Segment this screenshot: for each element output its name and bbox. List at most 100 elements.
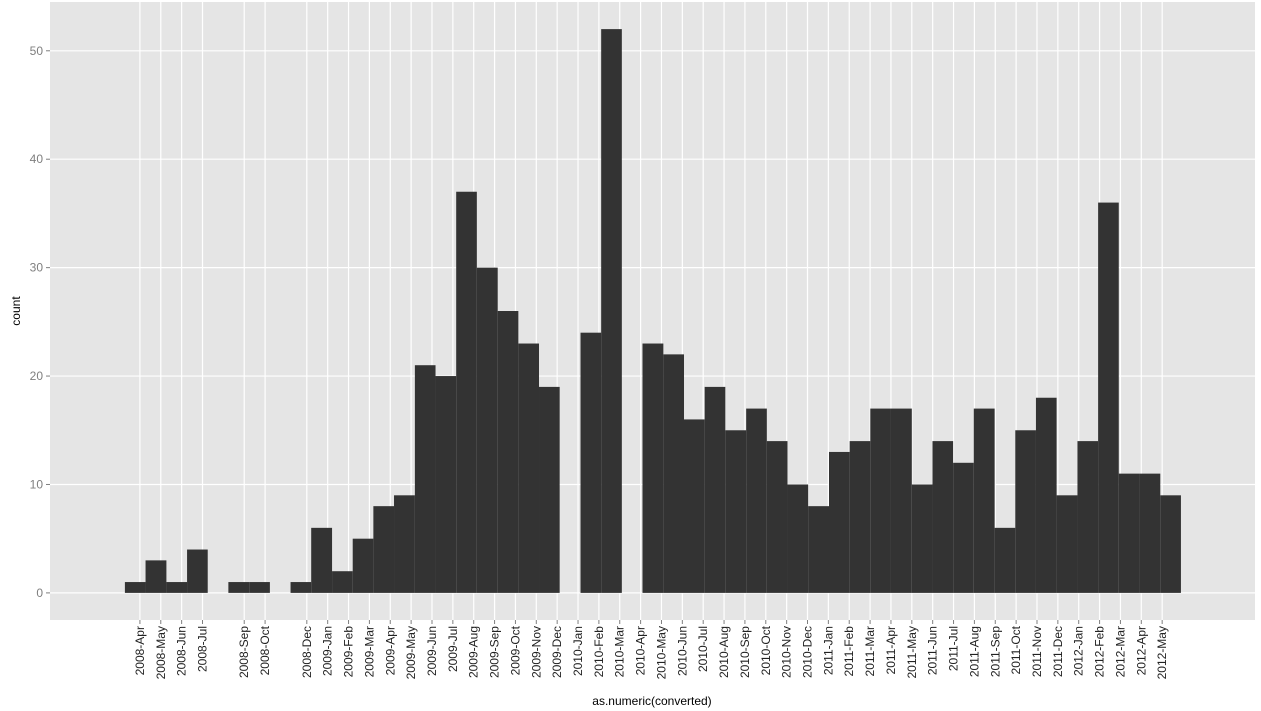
x-tick-label: 2012-Feb xyxy=(1093,626,1107,678)
bar xyxy=(601,29,622,593)
bar xyxy=(870,408,891,593)
x-tick-label: 2009-Dec xyxy=(550,626,564,678)
x-tick-label: 2008-May xyxy=(154,626,168,679)
bar xyxy=(684,419,705,593)
bar xyxy=(373,506,395,593)
x-tick-label: 2012-Mar xyxy=(1113,626,1127,677)
x-tick-label: 2011-Jun xyxy=(926,626,940,675)
x-tick-label: 2011-Mar xyxy=(863,626,877,676)
bar xyxy=(332,571,353,593)
x-tick-label: 2011-Sep xyxy=(988,626,1002,677)
x-tick-label: 2010-Jun xyxy=(675,626,689,676)
y-tick-label: 30 xyxy=(30,261,44,275)
bar xyxy=(497,311,519,593)
x-tick-label: 2010-Dec xyxy=(801,626,815,678)
bar xyxy=(1077,441,1099,593)
bar xyxy=(973,408,995,593)
x-tick-label: 2009-Nov xyxy=(529,626,543,678)
x-tick-label: 2011-May xyxy=(905,626,919,678)
x-tick-label: 2012-May xyxy=(1155,626,1169,679)
x-tick-label: 2009-Feb xyxy=(342,626,356,678)
bar xyxy=(394,495,415,593)
y-tick-label: 10 xyxy=(30,477,44,491)
bar xyxy=(911,484,933,593)
y-tick-label: 0 xyxy=(36,586,43,600)
x-tick-label: 2011-Feb xyxy=(842,626,856,677)
x-tick-label: 2009-Sep xyxy=(488,626,502,678)
x-tick-label: 2009-Apr xyxy=(383,626,397,675)
bar xyxy=(663,354,685,593)
x-tick-label: 2008-Jul xyxy=(196,626,210,672)
y-tick-label: 40 xyxy=(30,152,44,166)
y-axis-title: count xyxy=(9,296,23,326)
bar xyxy=(766,441,788,593)
bar xyxy=(518,343,540,593)
x-tick-label: 2009-May xyxy=(404,626,418,679)
bar xyxy=(1098,202,1119,593)
y-tick-label: 50 xyxy=(30,44,44,58)
bar xyxy=(1035,397,1057,593)
bar xyxy=(725,430,747,593)
bar xyxy=(849,441,871,593)
x-tick-label: 2011-Apr xyxy=(884,626,898,674)
x-tick-label: 2010-Sep xyxy=(738,626,752,678)
x-tick-label: 2008-Oct xyxy=(258,625,272,675)
bar xyxy=(166,582,188,593)
bar xyxy=(808,506,829,593)
bar xyxy=(456,191,477,593)
x-tick-label: 2010-Apr xyxy=(634,626,648,675)
bar xyxy=(145,560,167,593)
bar xyxy=(311,527,333,593)
x-tick-label: 2009-Jul xyxy=(446,626,460,672)
x-tick-label: 2008-Apr xyxy=(133,626,147,675)
bar xyxy=(1015,430,1036,593)
bar xyxy=(746,408,767,593)
x-tick-label: 2008-Dec xyxy=(300,626,314,678)
x-tick-label: 2010-Nov xyxy=(780,626,794,678)
bar xyxy=(435,376,457,593)
bar xyxy=(890,408,912,593)
x-axis-title: as.numeric(converted) xyxy=(592,694,711,708)
x-tick-label: 2012-Apr xyxy=(1134,626,1148,675)
bar xyxy=(932,441,954,593)
bar xyxy=(642,343,664,593)
bar xyxy=(228,582,250,593)
x-tick-label: 2011-Oct xyxy=(1009,625,1023,674)
bar xyxy=(352,538,374,593)
bar xyxy=(828,451,850,593)
bar xyxy=(994,527,1016,593)
x-tick-label: 2010-Feb xyxy=(592,626,606,678)
x-tick-label: 2012-Jan xyxy=(1072,626,1086,676)
x-tick-label: 2011-Aug xyxy=(967,626,981,677)
bar xyxy=(953,462,974,593)
y-tick-label: 20 xyxy=(30,369,44,383)
x-tick-label: 2009-Jan xyxy=(321,626,335,676)
bar xyxy=(539,386,560,593)
x-tick-label: 2009-Aug xyxy=(467,626,481,678)
bar xyxy=(290,582,312,593)
x-tick-label: 2009-Mar xyxy=(362,626,376,677)
x-tick-label: 2010-Jul xyxy=(696,626,710,672)
bar xyxy=(1160,495,1181,593)
x-tick-label: 2010-Jan xyxy=(571,626,585,676)
bar xyxy=(787,484,809,593)
bar xyxy=(580,332,602,593)
x-tick-label: 2010-Mar xyxy=(613,626,627,677)
x-tick-label: 2009-Jun xyxy=(425,626,439,676)
bar xyxy=(1139,473,1161,593)
x-tick-label: 2008-Jun xyxy=(175,626,189,676)
x-tick-label: 2011-Nov xyxy=(1030,626,1044,677)
bar xyxy=(1118,473,1140,593)
x-tick-label: 2011-Jan xyxy=(821,626,835,675)
bar xyxy=(249,582,270,593)
x-tick-label: 2009-Oct xyxy=(508,625,522,675)
x-tick-label: 2008-Sep xyxy=(237,626,251,678)
bar xyxy=(1056,495,1078,593)
bar xyxy=(704,386,726,593)
bar xyxy=(476,267,498,593)
x-tick-label: 2011-Jul xyxy=(947,626,961,671)
bar xyxy=(414,365,436,593)
bar xyxy=(187,549,208,593)
bar xyxy=(124,582,146,593)
x-tick-label: 2010-May xyxy=(654,626,668,679)
